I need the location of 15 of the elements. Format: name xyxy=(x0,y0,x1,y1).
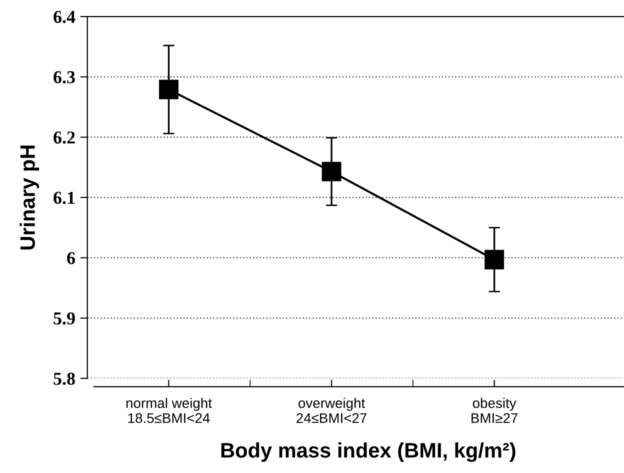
y-tick-label: 5.9 xyxy=(54,312,75,325)
x-tick-label: overweight 24≤BMI<27 xyxy=(296,398,366,423)
point xyxy=(322,162,342,182)
y-tick-label: 6.2 xyxy=(54,131,75,144)
y-tick-label: 6.1 xyxy=(54,192,75,204)
y-axis-title: Urinary pH xyxy=(20,146,40,250)
y-tick-label: 6.4 xyxy=(54,10,76,24)
x-axis-title: Body mass index (BMI, kg/m²) xyxy=(221,442,516,462)
x-tick-label: normal weight 18.5≤BMI<24 xyxy=(126,398,212,424)
point xyxy=(159,80,178,100)
y-tick-label: 6 xyxy=(67,252,76,264)
y-tick-label: 6.3 xyxy=(54,71,75,84)
point xyxy=(484,250,504,270)
y-tick-label: 5.8 xyxy=(54,372,75,385)
x-tick-label: obesity BMI≥27 xyxy=(472,398,518,423)
